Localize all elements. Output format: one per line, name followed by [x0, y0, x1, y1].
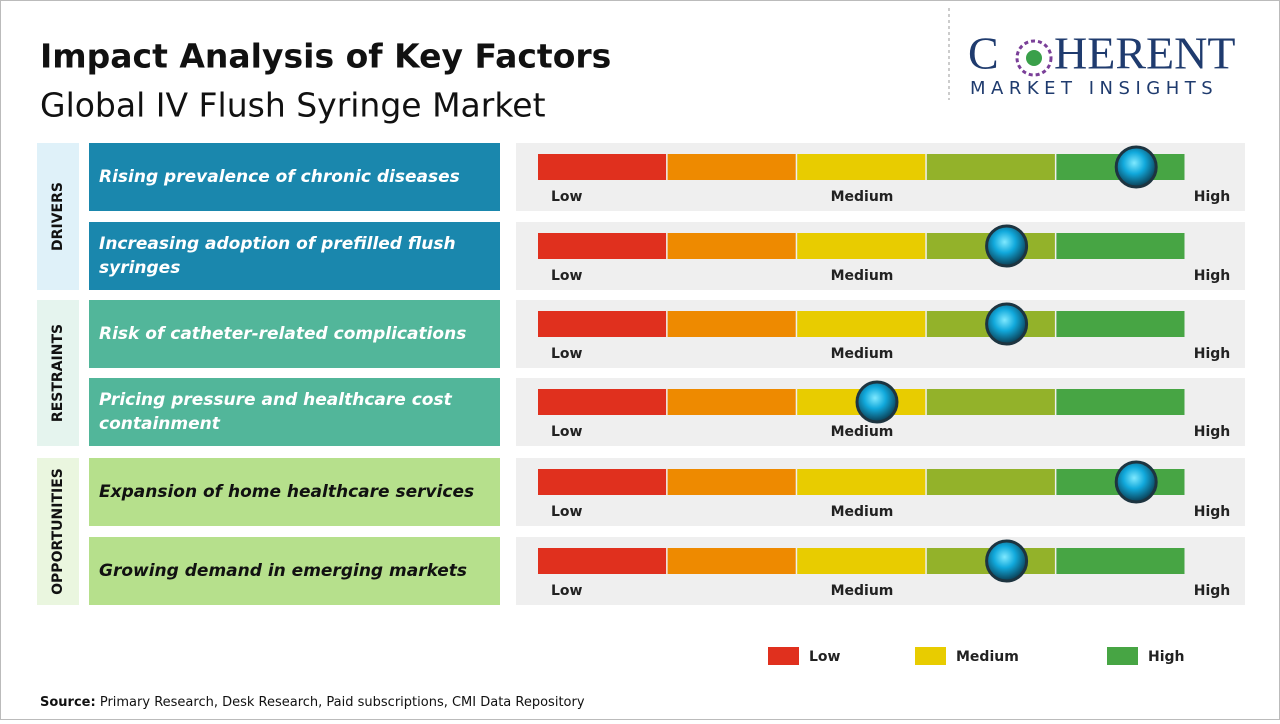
group-label-box: [37, 300, 79, 446]
logo-tagline: MARKET INSIGHTS: [970, 78, 1218, 99]
gauge-segment: [667, 548, 796, 574]
subtitle: Global IV Flush Syringe Market: [40, 86, 546, 125]
gauge-label: Low: [551, 583, 583, 599]
gauge-segment: [538, 548, 667, 574]
gauge-segment: [926, 154, 1055, 180]
gauge-label: Low: [551, 268, 583, 284]
factor-box: [89, 300, 500, 368]
source-text: Primary Research, Desk Research, Paid su…: [100, 695, 585, 710]
knob: [985, 539, 1029, 583]
knob: [985, 224, 1029, 268]
factor-text: Risk of catheter-related complications: [99, 324, 466, 344]
gauge-label: High: [1194, 424, 1231, 440]
factor-box: [89, 222, 500, 290]
gauge-segment: [667, 233, 796, 259]
group-label-box: [37, 458, 79, 605]
gauge-segment: [538, 154, 667, 180]
gauge-segment: [926, 469, 1055, 495]
gauge-segment: [1056, 389, 1185, 415]
gauge-label: Low: [551, 504, 583, 520]
gauge-segment: [538, 233, 667, 259]
logo-name: HERENT: [1054, 28, 1235, 79]
knob: [1114, 460, 1158, 504]
logo-c: C: [968, 28, 999, 79]
gauge-segment: [538, 389, 667, 415]
group-label-box: [37, 143, 79, 290]
title: Impact Analysis of Key Factors: [40, 37, 611, 76]
factor-text: Pricing pressure and healthcare cost cont…: [99, 390, 453, 434]
gauge-segment: [797, 154, 926, 180]
gauge-segment: [538, 469, 667, 495]
legend-label: Low: [809, 649, 841, 665]
factor-box: [89, 143, 500, 211]
group-label: DRIVERS: [50, 182, 66, 251]
gauge-label: Low: [551, 346, 583, 362]
knob: [1114, 145, 1158, 189]
gauge-segment: [538, 311, 667, 337]
gauge-segment: [797, 233, 926, 259]
gauge-label: High: [1194, 583, 1231, 599]
gauge-segment: [797, 311, 926, 337]
gauge-label: Medium: [831, 346, 894, 362]
factor-box: [89, 378, 500, 446]
gauge-label: Medium: [831, 504, 894, 520]
gauge-label: Medium: [831, 268, 894, 284]
gauge-label: Low: [551, 424, 583, 440]
gauge-segment: [667, 154, 796, 180]
legend-swatch: [768, 647, 799, 665]
gauge-segment: [667, 311, 796, 337]
gauge-label: Low: [551, 189, 583, 205]
factor-text: Increasing adoption of prefilled flush sy…: [99, 234, 456, 278]
knob: [985, 302, 1029, 346]
logo-mark: [1015, 39, 1053, 77]
factor-text: Expansion of home healthcare services: [99, 482, 474, 502]
factor-text: Growing demand in emerging markets: [99, 561, 467, 581]
legend-label: Medium: [956, 649, 1019, 665]
gauge-segment: [667, 469, 796, 495]
gauge-segment: [797, 548, 926, 574]
source: Source: Primary Research, Desk Research,…: [40, 695, 585, 710]
gauge-label: High: [1194, 504, 1231, 520]
gauge-label: Medium: [831, 424, 894, 440]
factor-text: Rising prevalence of chronic diseases: [99, 167, 460, 187]
group-label: OPPORTUNITIES: [50, 468, 66, 595]
group-label: RESTRAINTS: [50, 324, 66, 422]
gauge-segment: [1056, 311, 1185, 337]
legend-label: High: [1148, 649, 1185, 665]
gauge-label: High: [1194, 268, 1231, 284]
factor-box: [89, 537, 500, 605]
gauge-segment: [926, 389, 1055, 415]
gauge-label: High: [1194, 346, 1231, 362]
source-label: Source:: [40, 695, 96, 710]
gauge-segment: [1056, 233, 1185, 259]
gauge-segment: [797, 469, 926, 495]
knob: [855, 380, 899, 424]
gauge-segment: [1056, 548, 1185, 574]
gauge-segment: [667, 389, 796, 415]
gauge-label: Medium: [831, 583, 894, 599]
legend-swatch: [1107, 647, 1138, 665]
gauge-label: Medium: [831, 189, 894, 205]
legend-swatch: [915, 647, 946, 665]
gauge-label: High: [1194, 189, 1231, 205]
factor-box: [89, 458, 500, 526]
